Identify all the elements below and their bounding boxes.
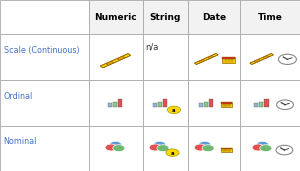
Bar	[158, 102, 162, 107]
Text: Date: Date	[202, 13, 226, 22]
Bar	[142, 34, 188, 80]
Bar	[164, 99, 167, 107]
Circle shape	[105, 144, 117, 151]
Bar	[88, 126, 142, 171]
Circle shape	[252, 144, 264, 151]
Bar	[108, 103, 112, 107]
Bar	[265, 99, 268, 107]
Circle shape	[110, 141, 122, 148]
Bar	[0, 0, 88, 34]
Bar	[204, 102, 208, 107]
Polygon shape	[117, 56, 125, 60]
Bar	[188, 126, 240, 171]
Bar	[260, 102, 263, 107]
Polygon shape	[100, 63, 108, 68]
Circle shape	[260, 145, 272, 152]
Polygon shape	[267, 54, 273, 57]
Polygon shape	[250, 61, 256, 64]
Bar	[223, 57, 235, 59]
Circle shape	[194, 144, 206, 151]
Bar	[221, 102, 232, 104]
Bar	[199, 103, 203, 107]
Polygon shape	[207, 55, 214, 59]
Polygon shape	[106, 61, 114, 65]
Polygon shape	[263, 55, 269, 59]
Bar	[118, 99, 122, 107]
Circle shape	[278, 54, 296, 64]
Polygon shape	[123, 54, 131, 58]
Text: Scale (Continuous): Scale (Continuous)	[4, 46, 79, 55]
Bar	[188, 0, 240, 34]
Polygon shape	[203, 57, 209, 61]
Bar	[142, 126, 188, 171]
Circle shape	[149, 144, 161, 151]
Circle shape	[199, 141, 211, 148]
Bar	[221, 148, 232, 149]
Text: a: a	[172, 108, 176, 113]
Text: String: String	[149, 13, 181, 22]
Polygon shape	[259, 57, 265, 61]
Bar	[223, 57, 235, 63]
Polygon shape	[112, 58, 119, 63]
Text: n/a: n/a	[146, 43, 159, 52]
Circle shape	[287, 59, 288, 60]
Text: Time: Time	[258, 13, 282, 22]
Text: Numeric: Numeric	[94, 13, 137, 22]
Circle shape	[157, 145, 169, 152]
Bar	[0, 80, 88, 126]
Bar	[221, 148, 232, 152]
Text: Nominal: Nominal	[4, 137, 37, 146]
Bar	[240, 80, 300, 126]
Bar	[209, 99, 213, 107]
Polygon shape	[199, 59, 205, 63]
Circle shape	[284, 104, 286, 105]
Bar	[240, 0, 300, 34]
Bar	[240, 34, 300, 80]
Polygon shape	[212, 54, 218, 57]
Bar	[188, 34, 240, 80]
Bar	[88, 0, 142, 34]
Bar	[142, 0, 188, 34]
Circle shape	[256, 141, 268, 148]
Bar	[188, 80, 240, 126]
Polygon shape	[254, 59, 260, 63]
Circle shape	[167, 106, 181, 114]
Circle shape	[202, 145, 214, 152]
Bar	[153, 103, 157, 107]
Bar	[240, 126, 300, 171]
Bar	[221, 102, 232, 107]
Text: a: a	[171, 151, 174, 156]
Circle shape	[277, 100, 293, 109]
Bar	[113, 102, 117, 107]
Bar	[142, 80, 188, 126]
Bar	[0, 34, 88, 80]
Circle shape	[276, 145, 293, 155]
Circle shape	[113, 145, 125, 152]
Circle shape	[154, 141, 166, 148]
Text: Ordinal: Ordinal	[4, 92, 33, 101]
Bar	[0, 126, 88, 171]
Bar	[88, 34, 142, 80]
Bar	[88, 80, 142, 126]
Bar	[254, 103, 258, 107]
Circle shape	[166, 149, 179, 156]
Polygon shape	[194, 61, 201, 64]
